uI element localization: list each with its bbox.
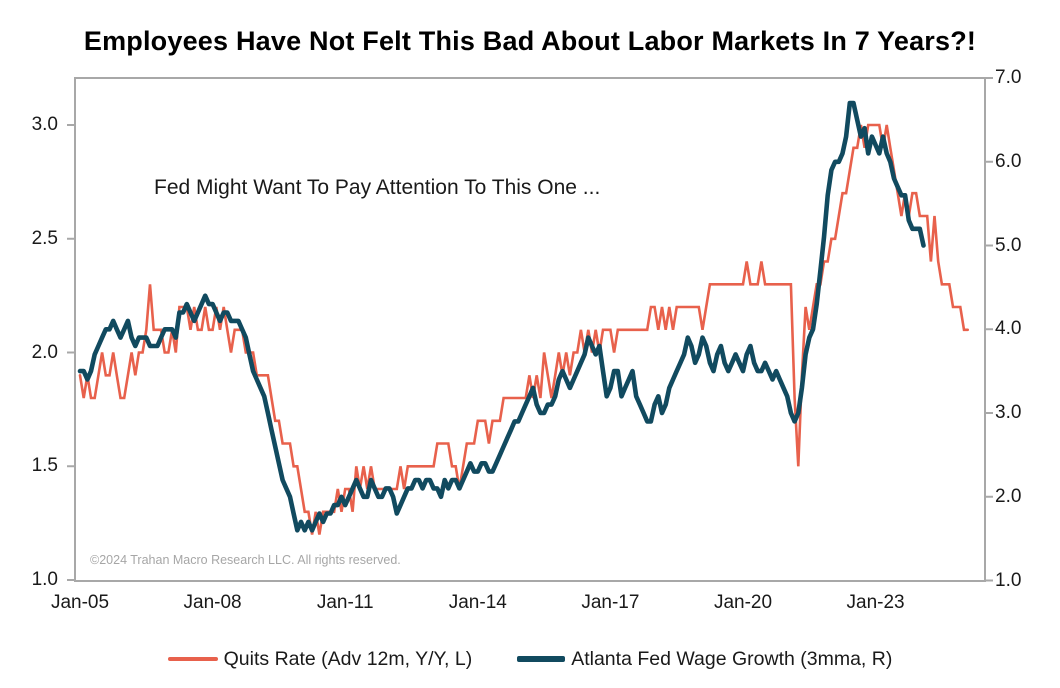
- right-axis-tick-label: 6.0: [995, 150, 1022, 172]
- annotation-text: Fed Might Want To Pay Attention To This …: [154, 176, 601, 199]
- right-axis-tick-label: 7.0: [995, 67, 1022, 88]
- right-axis-tick-label: 4.0: [995, 318, 1022, 340]
- quits-rate-legend-label: Quits Rate (Adv 12m, Y/Y, L): [223, 647, 473, 670]
- x-axis-tick-label: Jan-14: [448, 592, 507, 613]
- left-axis-tick-label: 3.0: [31, 114, 58, 135]
- wage-growth-line: [77, 100, 926, 533]
- left-axis-tick-label: 1.0: [31, 569, 58, 590]
- x-axis-tick-label: Jan-23: [846, 592, 905, 613]
- left-axis-tick-label: 1.5: [31, 455, 58, 477]
- legend-item-wage-growth: Atlanta Fed Wage Growth (3mma, R): [517, 648, 892, 671]
- left-axis-tick-label: 2.0: [31, 341, 58, 363]
- x-axis-tick-label: Jan-08: [183, 592, 242, 613]
- right-axis-tick-label: 5.0: [995, 234, 1022, 256]
- axis-tick-marks: [67, 77, 993, 582]
- left-axis-tick-label: 2.5: [31, 227, 58, 249]
- legend-item-quits-rate: Quits Rate (Adv 12m, Y/Y, L): [167, 647, 473, 671]
- wage-growth-legend-label: Atlanta Fed Wage Growth (3mma, R): [571, 647, 893, 670]
- right-axis-tick-label: 2.0: [995, 485, 1022, 507]
- right-axis-tick-label: 1.0: [995, 569, 1022, 591]
- chart-title: Employees Have Not Felt This Bad About L…: [83, 26, 977, 56]
- x-axis-tick-label: Jan-11: [316, 592, 374, 613]
- series-lines: [77, 100, 970, 535]
- right-axis-tick-label: 3.0: [995, 402, 1022, 423]
- copyright-notice: ©2024 Trahan Macro Research LLC. All rig…: [90, 553, 401, 567]
- x-axis-tick-label: Jan-17: [581, 592, 640, 613]
- x-axis-tick-label: Jan-05: [50, 592, 110, 613]
- quits-rate-line-swatch: [167, 657, 218, 661]
- x-axis-tick-label: Jan-20: [713, 592, 773, 613]
- legend: Quits Rate (Adv 12m, Y/Y, L) Atlanta Fed…: [0, 642, 1060, 676]
- wage-growth-line-swatch: [517, 656, 566, 662]
